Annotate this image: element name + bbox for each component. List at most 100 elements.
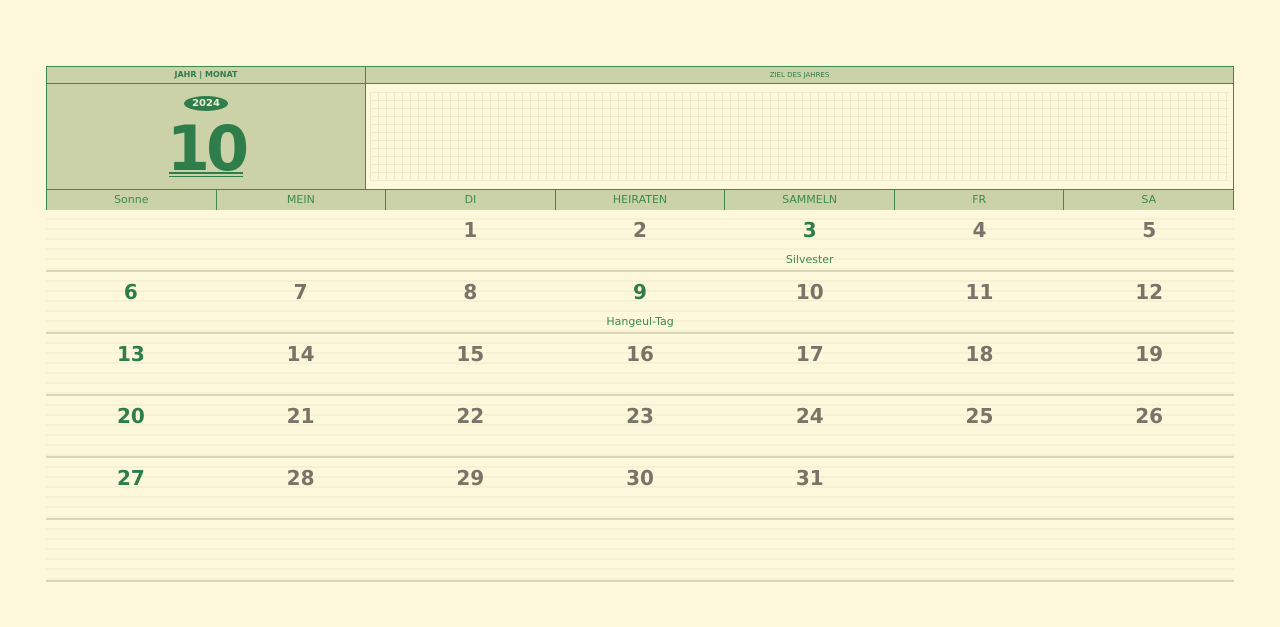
day-cell[interactable]: 26	[1064, 396, 1234, 456]
year-badge: 2024	[184, 96, 228, 111]
goal-grid	[370, 92, 1229, 181]
day-number: 13	[116, 342, 145, 366]
day-number: 26	[1135, 404, 1164, 428]
day-cell[interactable]: 17	[725, 334, 895, 394]
day-cell[interactable]	[555, 520, 725, 580]
month-panel: 2024 10	[47, 84, 366, 189]
day-cell[interactable]: 4	[895, 210, 1065, 270]
day-cell[interactable]: 11	[895, 272, 1065, 332]
day-number: 20	[116, 404, 145, 428]
month-number: 10	[166, 112, 249, 185]
day-cell[interactable]: 24	[725, 396, 895, 456]
day-cell[interactable]: 30	[555, 458, 725, 518]
day-number: 5	[1142, 218, 1157, 242]
day-number: 31	[795, 466, 824, 490]
week-row: 1 2 3 Silvester 4 5	[46, 210, 1234, 272]
weekday-6: SA	[1064, 190, 1234, 210]
day-cell[interactable]: 19	[1064, 334, 1234, 394]
day-cell[interactable]: 15	[385, 334, 555, 394]
day-cell[interactable]: 14	[216, 334, 386, 394]
day-number: 16	[626, 342, 654, 366]
weekday-5: FR	[894, 190, 1065, 210]
day-cell[interactable]	[46, 520, 216, 580]
day-cell[interactable]	[385, 520, 555, 580]
day-number: 11	[965, 280, 994, 304]
day-number: 30	[626, 466, 654, 490]
day-cell[interactable]: 25	[895, 396, 1065, 456]
day-number: 23	[626, 404, 654, 428]
holiday-label: Hangeul-Tag	[606, 315, 674, 328]
day-number: 28	[286, 466, 315, 490]
week-row: 6 7 8 9 Hangeul-Tag 10 11 12	[46, 272, 1234, 334]
day-cell[interactable]	[895, 520, 1065, 580]
calendar-grid: 1 2 3 Silvester 4 5 6 7 8 9 Hangeul-Tag 10 11 12 13 14 1…	[46, 210, 1234, 582]
day-number: 12	[1135, 280, 1164, 304]
day-cell[interactable]: 8	[385, 272, 555, 332]
day-number: 10	[795, 280, 824, 304]
day-cell[interactable]: 22	[385, 396, 555, 456]
weekday-header: Sonne MEIN DI HEIRATEN SAMMELN FR SA	[47, 189, 1234, 210]
day-cell[interactable]: 1	[385, 210, 555, 270]
day-cell[interactable]: 12	[1064, 272, 1234, 332]
day-cell[interactable]: 31	[725, 458, 895, 518]
weekday-0: Sonne	[47, 190, 217, 210]
day-cell[interactable]	[216, 210, 386, 270]
day-cell[interactable]: 21	[216, 396, 386, 456]
day-cell[interactable]: 29	[385, 458, 555, 518]
day-cell[interactable]: 16	[555, 334, 725, 394]
day-cell[interactable]: 6	[46, 272, 216, 332]
day-number: 27	[116, 466, 145, 490]
day-number: 8	[463, 280, 478, 304]
day-number: 14	[286, 342, 315, 366]
day-cell[interactable]: 7	[216, 272, 386, 332]
weekday-1: MEIN	[216, 190, 387, 210]
day-number: 15	[456, 342, 485, 366]
day-number: 18	[965, 342, 994, 366]
day-number: 21	[286, 404, 315, 428]
calendar-header: JAHR | MONAT ZIEL DES JAHRES 2024 10 Son…	[46, 66, 1234, 210]
day-cell[interactable]	[895, 458, 1065, 518]
day-number: 4	[972, 218, 987, 242]
day-number: 17	[795, 342, 824, 366]
day-cell[interactable]	[1064, 458, 1234, 518]
weekday-2: DI	[386, 190, 556, 210]
day-cell[interactable]: 10	[725, 272, 895, 332]
day-number: 29	[456, 466, 485, 490]
month-underline	[169, 172, 243, 174]
day-number: 7	[293, 280, 308, 304]
day-number: 25	[965, 404, 994, 428]
day-number: 22	[456, 404, 485, 428]
weekday-3: HEIRATEN	[555, 190, 726, 210]
day-cell[interactable]: 9 Hangeul-Tag	[555, 272, 725, 332]
week-row: 20 21 22 23 24 25 26	[46, 396, 1234, 458]
week-row: 13 14 15 16 17 18 19	[46, 334, 1234, 396]
holiday-label: Silvester	[785, 253, 834, 266]
day-cell[interactable]: 27	[46, 458, 216, 518]
goal-label: ZIEL DES JAHRES	[366, 67, 1233, 84]
day-cell[interactable]	[1064, 520, 1234, 580]
week-row: 27 28 29 30 31	[46, 458, 1234, 520]
day-cell[interactable]: 2	[555, 210, 725, 270]
goal-area[interactable]	[366, 84, 1233, 189]
day-cell[interactable]: 18	[895, 334, 1065, 394]
day-cell[interactable]	[216, 520, 386, 580]
year-month-label: JAHR | MONAT	[47, 67, 366, 84]
day-cell[interactable]	[725, 520, 895, 580]
day-number: 3	[802, 218, 817, 242]
day-number: 1	[463, 218, 478, 242]
day-number: 2	[633, 218, 647, 242]
day-cell[interactable]: 20	[46, 396, 216, 456]
month-underline	[169, 176, 243, 177]
day-number: 19	[1135, 342, 1164, 366]
weekday-4: SAMMELN	[725, 190, 895, 210]
day-cell[interactable]: 28	[216, 458, 386, 518]
day-cell[interactable]: 3 Silvester	[725, 210, 895, 270]
day-number: 24	[795, 404, 824, 428]
day-cell[interactable]: 23	[555, 396, 725, 456]
day-cell[interactable]: 13	[46, 334, 216, 394]
day-number: 6	[123, 280, 138, 304]
day-number: 9	[633, 280, 647, 304]
day-cell[interactable]: 5	[1064, 210, 1234, 270]
day-cell[interactable]	[46, 210, 216, 270]
week-row	[46, 520, 1234, 582]
